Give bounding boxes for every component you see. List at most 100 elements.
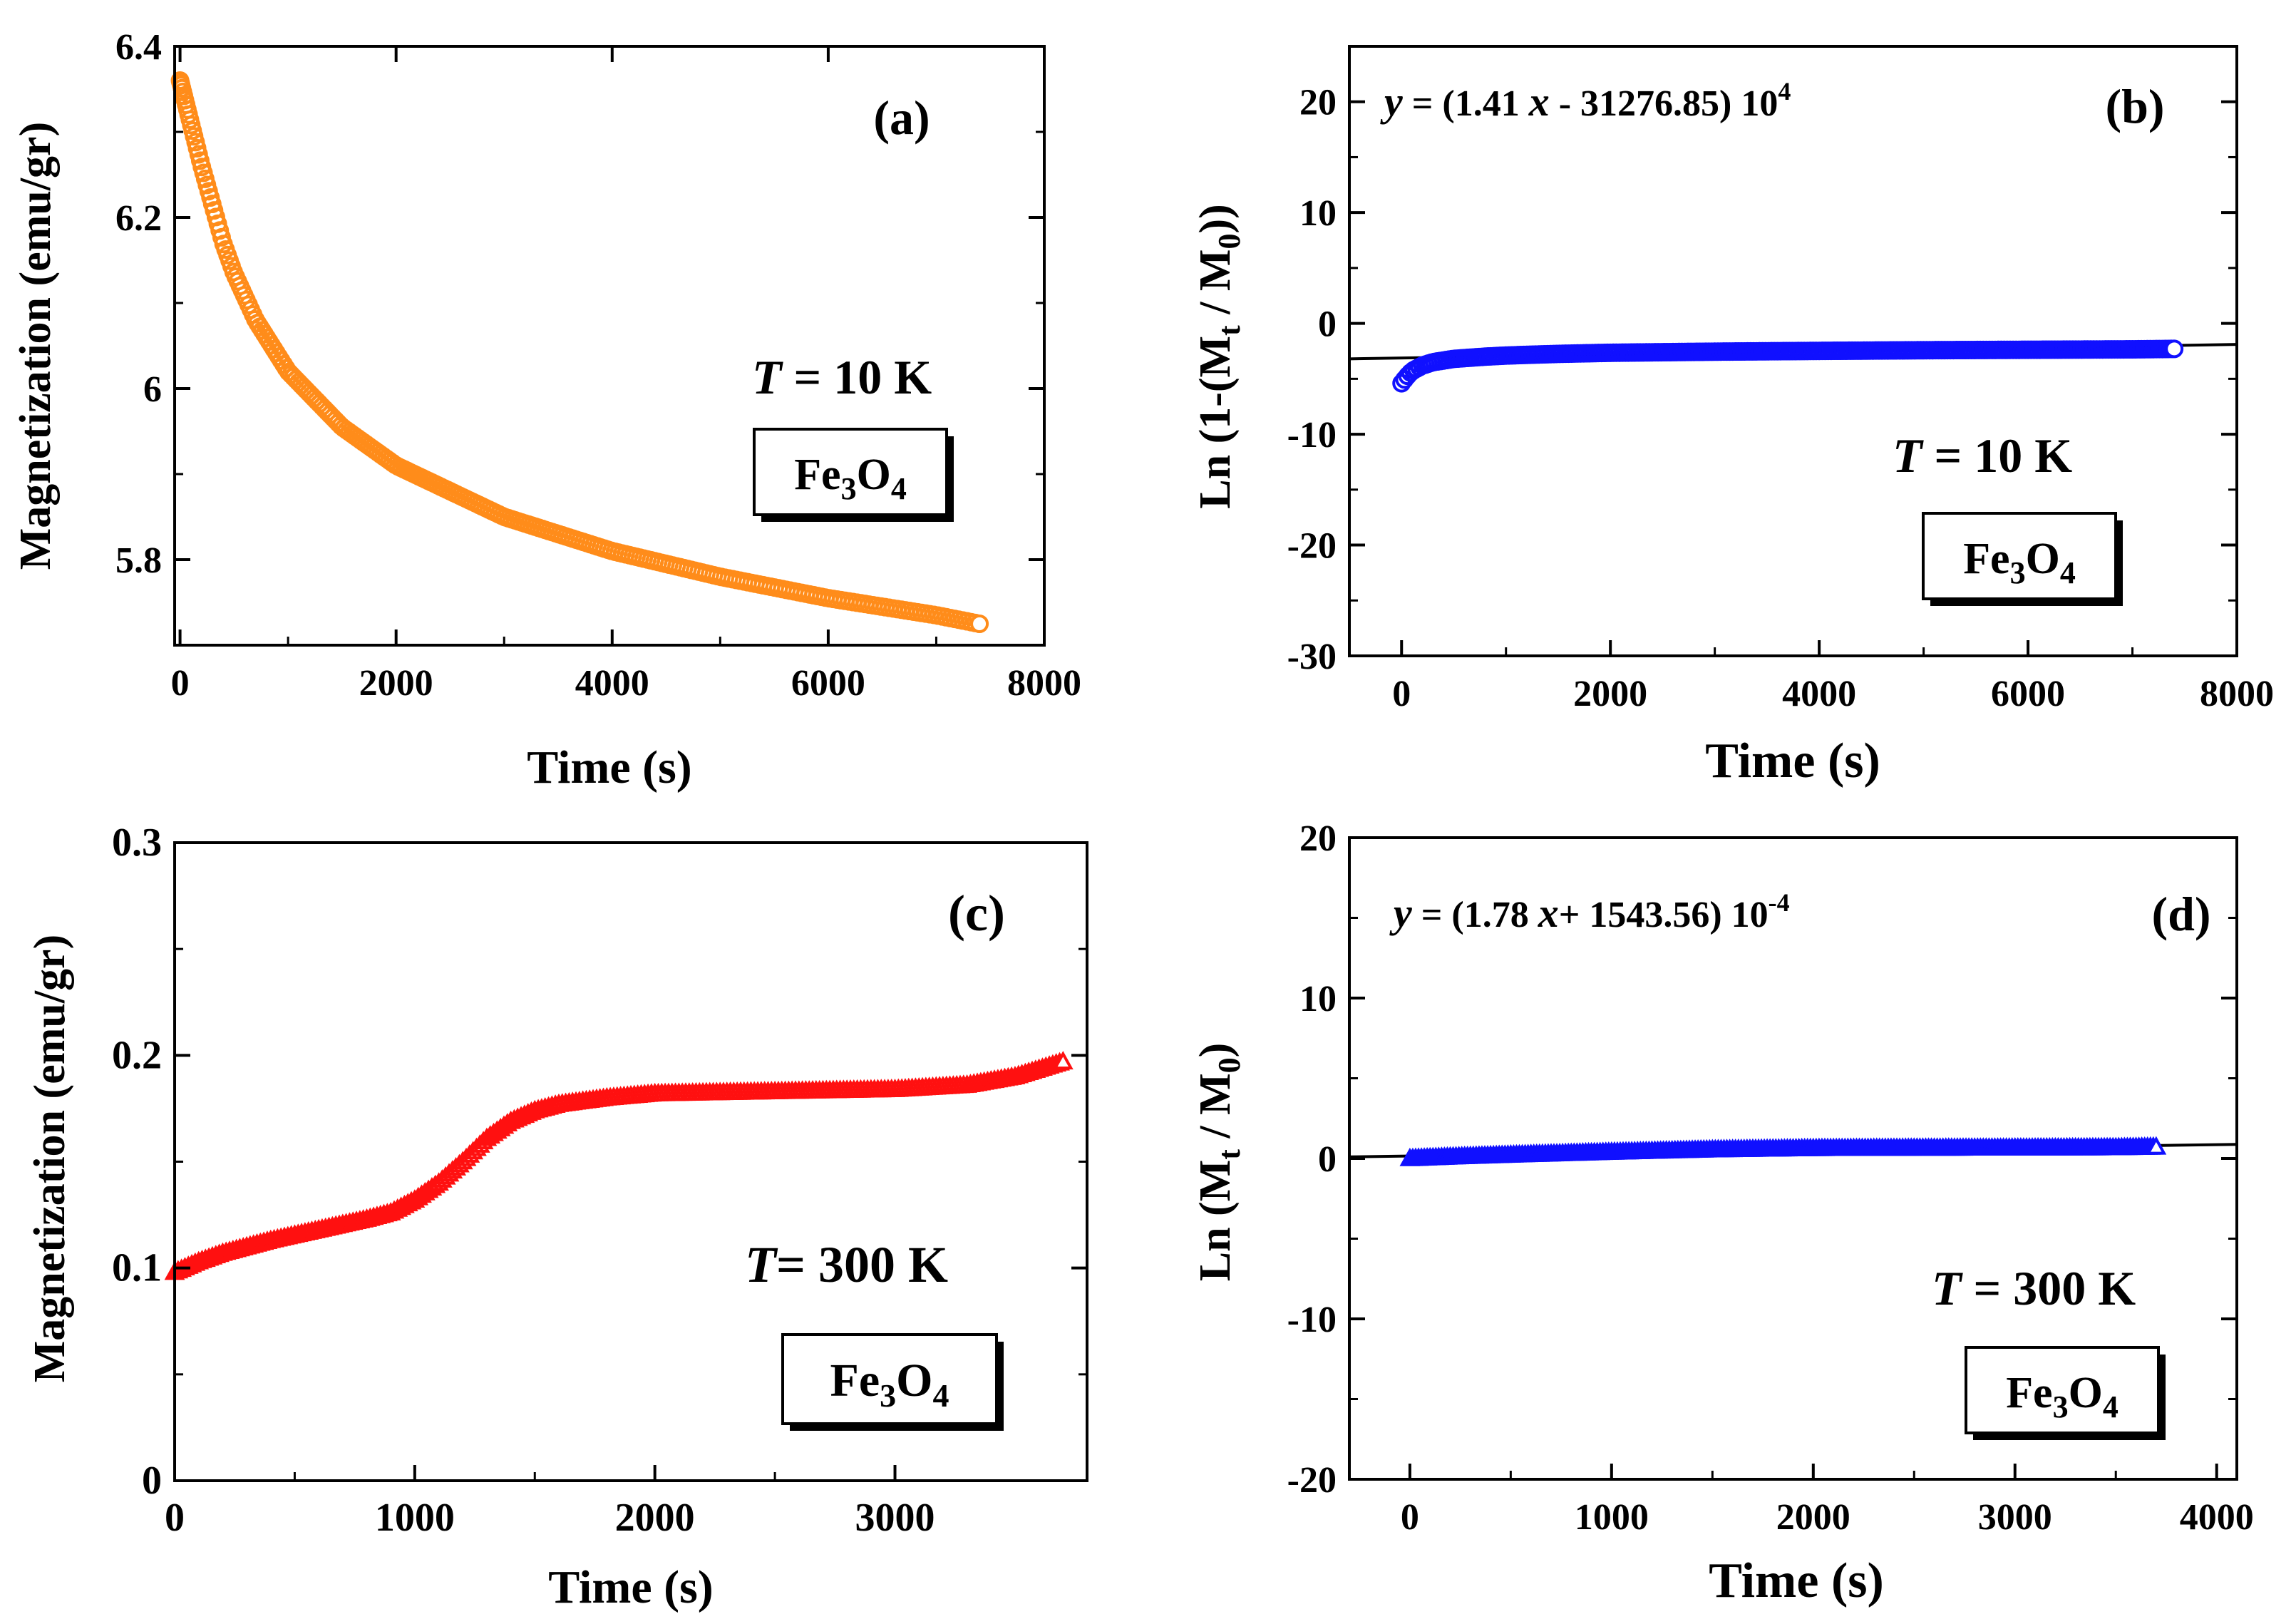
panel-d-ytick-label: 0 [1318, 1139, 1337, 1180]
panel-d-marks [1399, 1136, 2167, 1166]
panel-b-y-label-suffix: )) [1191, 204, 1240, 233]
panel-d-x-axis-label: Time (s) [1709, 1553, 1884, 1608]
panel-c-material-sub1: 3 [880, 1377, 896, 1414]
panel-c-data-point [425, 1174, 446, 1193]
panel-a-xtick-label: 6000 [791, 663, 865, 704]
panel-d-y-label-sub1: t [1212, 1149, 1247, 1160]
panel-c-ytick-label: 0.1 [112, 1246, 162, 1290]
panel-a-material-box-frame [753, 428, 948, 516]
panel-c-material-base: Fe [830, 1355, 880, 1407]
panel-d-material-formula: Fe3O4 [2006, 1369, 2119, 1424]
panel-c-xtick-label: 3000 [855, 1496, 935, 1540]
panel-b-ytick-label: 10 [1299, 193, 1337, 234]
panel-b-xtick-label: 8000 [2200, 674, 2274, 714]
panel-c-label: (c) [948, 885, 1005, 942]
panel-b-ytick-label: -30 [1287, 637, 1337, 677]
panel-d-ticks: 0 1000 2000 3000 4000 -20 -10 0 10 20 [1287, 818, 2254, 1538]
panel-c-xtick-label: 1000 [375, 1496, 455, 1540]
panel-a-marks [170, 71, 989, 633]
panel-b-temperature-value: = 10 K [1922, 428, 2073, 483]
panel-a-material-base: Fe [794, 451, 840, 499]
panel-b-y-label-sub1: t [1212, 325, 1247, 336]
panel-b-xtick-label: 2000 [1573, 674, 1647, 714]
panel-b-label: (b) [2105, 79, 2164, 133]
panel-d-ytick-label: 20 [1299, 818, 1337, 859]
panel-d: 0 1000 2000 3000 4000 -20 -10 0 10 20 y = (1.78 x… [1191, 818, 2254, 1608]
panel-b-xtick-label: 4000 [1782, 674, 1856, 714]
panel-b-y-axis-label: Ln (1-(Mt / M0)) [1191, 204, 1247, 509]
panel-d-material-mid: O [2069, 1369, 2103, 1417]
panel-d-label: (d) [2151, 887, 2210, 941]
panel-d-y-axis-label: Ln (Mt / M0) [1191, 1043, 1247, 1282]
panel-d-material-sub2: 4 [2103, 1389, 2119, 1424]
panel-b-xtick-label: 0 [1392, 674, 1411, 714]
panel-d-equation: y = (1.78 x+ 1543.56) 10-4 [1389, 888, 1790, 936]
panel-a-y-axis-label: Magnetization (emu/gr) [11, 122, 60, 570]
panel-c-material-box-frame [781, 1333, 998, 1425]
panel-a-data-point [970, 615, 989, 633]
panel-b-marks [1392, 339, 2184, 393]
panel-a-material-sub2: 4 [891, 471, 907, 506]
panel-b-equation-b: - 31276.85) 10 [1550, 83, 1778, 124]
panel-b-material-sub1: 3 [2010, 555, 2026, 590]
panel-d-equation-a: = (1.78 [1412, 895, 1538, 935]
panel-b-ticks: 0 2000 4000 6000 8000 -30 -20 -10 0 10 20 [1287, 83, 2274, 714]
panel-c-ytick-label: 0.2 [112, 1033, 162, 1077]
panel-b-material-formula: Fe3O4 [1963, 535, 2076, 590]
panel-d-data-point [2146, 1136, 2167, 1155]
panel-a-ytick-label: 6.2 [115, 198, 162, 239]
panel-c-x-axis-label: Time (s) [548, 1561, 714, 1613]
panel-b: 0 2000 4000 6000 8000 -30 -20 -10 0 10 20 y = (1.4… [1191, 45, 2274, 788]
panel-c-y-axis-label: Magnetization (emu/gr) [26, 935, 74, 1382]
panel-b-xtick-label: 6000 [1991, 674, 2065, 714]
panel-b-x-axis-label: Time (s) [1705, 734, 1880, 788]
panel-a-plot-frame [173, 45, 1046, 647]
panel-d-equation-b: + 1543.56) 10 [1559, 895, 1769, 935]
panel-a-label: (a) [873, 91, 930, 145]
panel-c-ytick-label: 0.3 [112, 821, 162, 865]
panel-d-equation-x: x [1538, 890, 1559, 936]
panel-c-material-mid: O [896, 1355, 932, 1407]
panel-c-data-point [1052, 1051, 1074, 1070]
panel-b-y-label-sub2: 0 [1212, 234, 1247, 250]
panel-c-material-formula: Fe3O4 [830, 1355, 949, 1414]
panel-a-xtick-label: 8000 [1007, 663, 1081, 704]
panel-a-ticks: 0 2000 4000 6000 8000 5.8 6 6.2 6.4 [115, 27, 1081, 704]
panel-d-temperature-var: T [1932, 1261, 1963, 1315]
panel-c-ytick-label: 0 [142, 1459, 162, 1503]
panel-d-xtick-label: 1000 [1575, 1497, 1649, 1538]
panel-d-xtick-label: 3000 [1978, 1497, 2052, 1538]
panel-d-material-box: Fe3O4 [1965, 1346, 2166, 1440]
panel-d-y-label-mid: / M [1191, 1073, 1240, 1149]
panel-c-temperature-var: T [745, 1236, 778, 1293]
panel-b-material-box: Fe3O4 [1922, 512, 2123, 606]
panel-c-xtick-label: 2000 [615, 1496, 695, 1540]
panel-d-xtick-label: 0 [1401, 1497, 1419, 1538]
panel-d-y-label-sub2: 0 [1212, 1057, 1247, 1073]
panel-b-data-point [2165, 339, 2184, 359]
panel-b-equation: y = (1.41 x - 31276.85) 104 [1380, 77, 1791, 125]
panel-d-temperature: T = 300 K [1932, 1261, 2136, 1315]
panel-c: 0 1000 2000 3000 0 0.1 0.2 0.3 (c) T= 300 K Fe3… [26, 821, 1088, 1613]
panel-a-ytick-label: 5.8 [115, 540, 162, 581]
panel-a-xtick-label: 0 [171, 663, 190, 704]
panel-a-xtick-label: 4000 [575, 663, 649, 704]
panel-d-xtick-label: 2000 [1776, 1497, 1850, 1538]
panel-c-material-box: Fe3O4 [781, 1333, 1004, 1431]
panel-a-material-sub1: 3 [841, 471, 857, 506]
panel-a-temperature-value: = 10 K [782, 350, 932, 404]
panel-c-marks [164, 1051, 1074, 1280]
panel-d-material-box-frame [1965, 1346, 2160, 1434]
panel-b-material-sub2: 4 [2060, 555, 2076, 590]
panel-a-material-formula: Fe3O4 [794, 451, 907, 506]
panel-a-temperature-var: T [752, 350, 783, 404]
panel-b-equation-x: x [1528, 78, 1550, 125]
panel-a-ytick-label: 6.4 [115, 27, 162, 68]
panel-b-ytick-label: -10 [1287, 415, 1337, 456]
panel-b-y-label-prefix: Ln (1-(M [1191, 336, 1240, 509]
panel-b-material-box-frame [1922, 512, 2117, 600]
panel-d-material-base: Fe [2006, 1369, 2052, 1417]
panel-c-xtick-label: 0 [165, 1496, 185, 1540]
panel-a-material-box: Fe3O4 [753, 428, 954, 522]
